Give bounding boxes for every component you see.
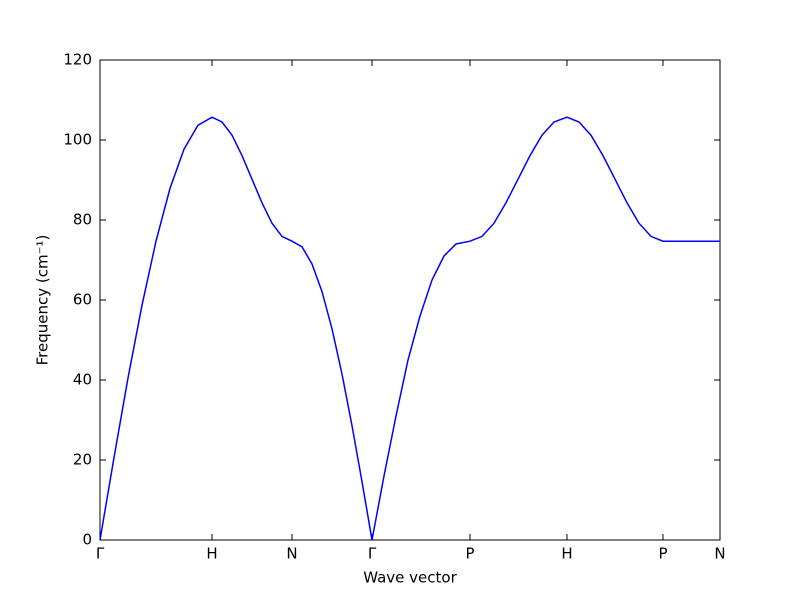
- x-tick-label: P: [658, 545, 667, 563]
- y-tick-label: 40: [73, 371, 92, 389]
- y-tick-label: 60: [73, 291, 92, 309]
- x-axis-label: Wave vector: [363, 569, 457, 587]
- y-axis-label: Frequency (cm⁻¹): [34, 235, 52, 366]
- x-tick-label: P: [465, 545, 474, 563]
- y-tick-label: 80: [73, 211, 92, 229]
- y-tick-label: 100: [63, 131, 92, 149]
- x-tick-label: N: [286, 545, 297, 563]
- y-tick-label: 20: [73, 451, 92, 469]
- y-tick-label: 0: [82, 531, 92, 549]
- dispersion-line: [99, 116, 720, 541]
- x-tick-label: Γ: [368, 545, 377, 563]
- x-tick-label: H: [561, 545, 572, 563]
- y-tick-label: 120: [63, 51, 92, 69]
- plot-frame: [99, 59, 721, 541]
- x-tick-label: H: [206, 545, 217, 563]
- x-tick-label: Γ: [96, 545, 105, 563]
- x-tick-label: N: [714, 545, 725, 563]
